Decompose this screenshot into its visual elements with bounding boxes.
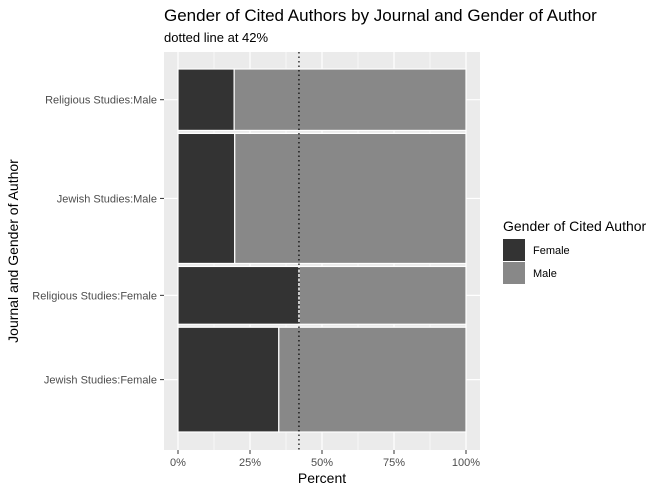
- legend-label-male: Male: [533, 268, 557, 280]
- chart-title: Gender of Cited Authors by Journal and G…: [164, 6, 597, 25]
- x-tick-label: 25%: [239, 457, 261, 469]
- legend-swatch-female: [503, 239, 525, 261]
- y-tick-label: Religious Studies:Male: [45, 95, 157, 107]
- bar-segment-male: [298, 265, 467, 325]
- bar-segment-male: [278, 326, 467, 433]
- bar-segment-female: [177, 132, 236, 265]
- y-tick-label: Religious Studies:Female: [32, 290, 157, 302]
- x-tick-label: 50%: [311, 457, 333, 469]
- y-axis-title: Journal and Gender of Author: [5, 159, 21, 343]
- axes-layer: 0% 25% 50% 75% 100% Religious Studies:Male Jew…: [32, 95, 480, 469]
- bar-segment-male: [233, 68, 467, 132]
- bar-segment-female: [177, 68, 235, 132]
- y-tick-label: Jewish Studies:Female: [44, 375, 157, 387]
- legend-title: Gender of Cited Author: [503, 218, 647, 234]
- legend-swatch-male: [503, 262, 525, 284]
- x-tick-label: 75%: [383, 457, 405, 469]
- x-tick-label: 0%: [170, 457, 186, 469]
- bars-layer: [177, 68, 467, 433]
- bar-segment-female: [177, 265, 300, 325]
- bar-segment-female: [177, 326, 280, 433]
- y-tick-label: Jewish Studies:Male: [57, 193, 157, 205]
- legend-label-female: Female: [533, 245, 570, 257]
- x-tick-label: 100%: [452, 457, 480, 469]
- x-axis-title: Percent: [298, 470, 346, 486]
- bar-segment-male: [234, 132, 467, 265]
- chart-subtitle: dotted line at 42%: [164, 30, 269, 45]
- legend: Gender of Cited Author Female Male: [503, 218, 647, 284]
